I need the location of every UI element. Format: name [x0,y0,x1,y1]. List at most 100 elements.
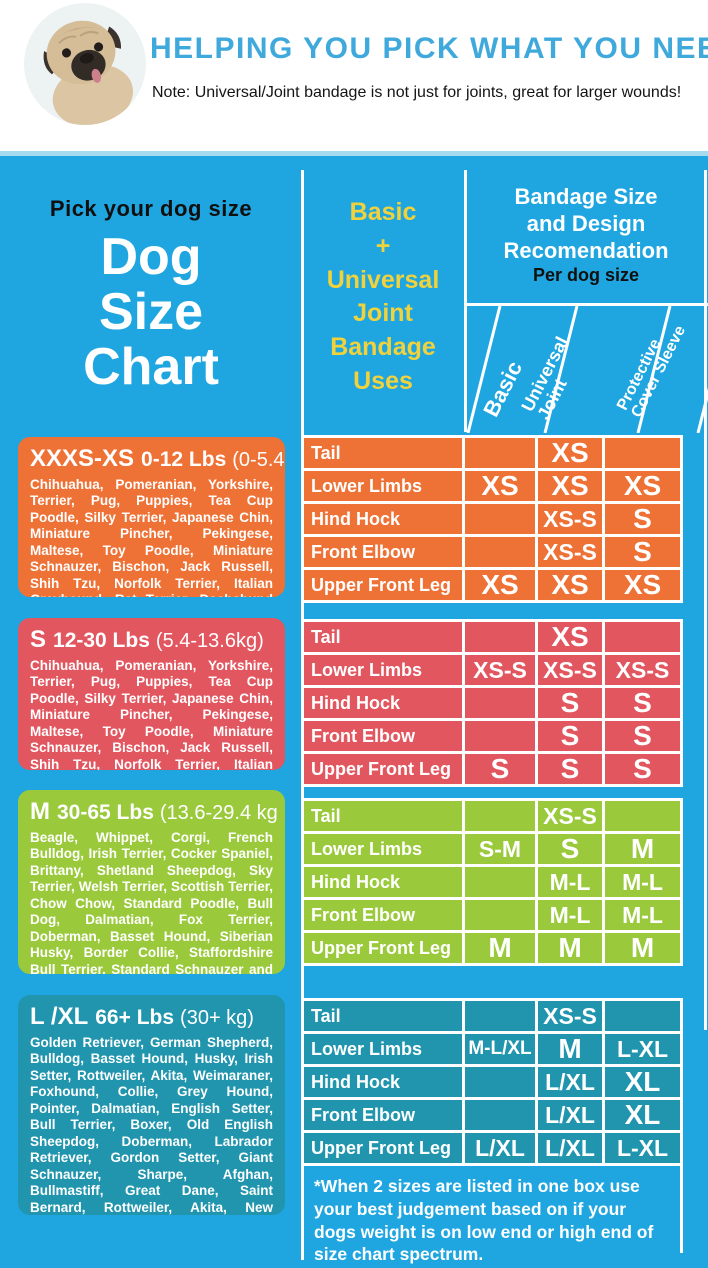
body-part-label: Hind Hock [304,688,462,718]
size-label: M [30,798,50,825]
weight-kg: (0-5.4 kg) [232,449,285,471]
size-cell-basic [465,867,535,897]
body-part-label: Tail [304,622,462,652]
body-part-label: Tail [304,1001,462,1031]
size-cell-protective-cover-sleeve: M-L [605,867,680,897]
size-cell-protective-cover-sleeve: M-L [605,900,680,930]
body-part-label: Tail [304,801,462,831]
chart-title-line: Chart [83,338,219,397]
size-cell-universal-joint: L/XL [538,1067,602,1097]
mid-header-line: Uses [353,366,413,395]
size-cell-protective-cover-sleeve [605,801,680,831]
size-box-heading: XXXS-XS 0-12 Lbs(0-5.4 kg) [30,445,285,473]
body-part-label: Front Elbow [304,900,462,930]
breed-list: Chihuahua, Pomeranian, Yorkshire, Terrie… [30,658,273,770]
size-cell-basic [465,1067,535,1097]
body-part-label: Upper Front Leg [304,570,462,600]
divider-right-edge [704,170,707,1030]
size-box-heading: M 30-65 Lbs (13.6-29.4 kg [30,798,278,826]
size-cell-basic: M-L/XL [465,1034,535,1064]
mid-header-line: Joint [353,299,413,328]
size-cell-protective-cover-sleeve: L-XL [605,1034,680,1064]
size-cell-basic: XS [465,471,535,501]
size-cell-universal-joint: S [538,688,602,718]
size-table-m: Tail XS-S Lower Limbs S-M S M Hind Hock … [301,798,683,966]
pick-dog-size-label: Pick your dog size [49,196,253,221]
mid-header-line: Bandage [330,333,436,361]
recommendation-header: Bandage Size and Design Recomendation Pe… [466,184,706,287]
per-dog-size-label: Per dog size [532,265,640,286]
recommendation-header-line: Bandage Size [514,184,658,209]
size-cell-basic [465,1100,535,1130]
size-cell-universal-joint: L/XL [538,1100,602,1130]
chart-title: Dog Size Chart [0,228,302,397]
size-cell-universal-joint: XS [538,438,602,468]
size-cell-basic [465,438,535,468]
size-cell-universal-joint: XS [538,622,602,652]
weight-lbs: 12-30 Lbs [53,629,150,652]
size-cell-basic: M [465,933,535,963]
mid-header-line: Universal [326,265,440,294]
page-title: HELPING YOU PICK WHAT YOU NEED [150,32,708,65]
size-cell-basic [465,537,535,567]
size-cell-basic [465,1001,535,1031]
size-cell-universal-joint: M [538,1034,602,1064]
breed-list: Golden Retriever, German Shepherd, Bulld… [30,1035,273,1215]
size-cell-protective-cover-sleeve: XS [605,471,680,501]
size-cell-protective-cover-sleeve [605,438,680,468]
size-cell-universal-joint: M-L [538,900,602,930]
size-cell-basic: XS [465,570,535,600]
size-cell-universal-joint: S [538,721,602,751]
size-cell-protective-cover-sleeve: XL [605,1100,680,1130]
size-cell-basic [465,622,535,652]
footnote: *When 2 sizes are listed in one box use … [301,1163,683,1264]
chart-title-line: Size [98,283,204,342]
size-table-l-xl: Tail XS-S Lower Limbs M-L/XL M L-XL Hind… [301,998,683,1166]
size-table-xxxs-xs: Tail XS Lower Limbs XS XS XS Hind Hock X… [301,435,683,603]
size-cell-protective-cover-sleeve: XS [605,570,680,600]
body-part-label: Upper Front Leg [304,754,462,784]
size-cell-basic: L/XL [465,1133,535,1163]
header-divider [0,151,708,156]
mid-header-line: + [375,231,391,260]
size-cell-basic: XS-S [465,655,535,685]
size-cell-protective-cover-sleeve: S [605,721,680,751]
size-label: S [30,626,47,653]
recommendation-header-line: and Design [526,210,646,236]
mid-header-line: Basic [349,198,417,226]
pug-photo [24,3,146,125]
size-cell-protective-cover-sleeve: M [605,933,680,963]
size-cell-protective-cover-sleeve: S [605,537,680,567]
body-part-label: Tail [304,438,462,468]
size-cell-basic [465,721,535,751]
size-box-m: M 30-65 Lbs (13.6-29.4 kg Beagle, Whippet,… [18,790,285,974]
size-label: L /XL [30,1003,89,1030]
size-cell-protective-cover-sleeve: S [605,504,680,534]
size-cell-basic [465,801,535,831]
size-cell-protective-cover-sleeve: M [605,834,680,864]
size-table-s: Tail XS Lower Limbs XS-S XS-S XS-S Hind … [301,619,683,787]
body-part-label: Hind Hock [304,1067,462,1097]
weight-lbs: 66+ Lbs [95,1006,175,1029]
size-cell-protective-cover-sleeve: S [605,688,680,718]
header-note: Note: Universal/Joint bandage is not jus… [152,84,682,101]
body-part-label: Upper Front Leg [304,933,462,963]
breed-list: Beagle, Whippet, Corgi, French Bulldog, … [30,830,273,974]
size-label: XXXS-XS [30,445,135,472]
body-part-label: Front Elbow [304,537,462,567]
breed-list: Chihuahua, Pomeranian, Yorkshire, Terrie… [30,477,273,597]
weight-kg: (13.6-29.4 kg [159,802,278,824]
size-cell-basic [465,900,535,930]
body-part-label: Front Elbow [304,1100,462,1130]
size-cell-universal-joint: XS [538,570,602,600]
body-part-label: Lower Limbs [304,834,462,864]
chart-title-line: Dog [100,228,202,286]
size-box-l-xl: L /XL 66+ Lbs (30+ kg) Golden Retriever, G… [18,995,285,1215]
divider-mid-column [464,170,467,432]
body-part-label: Front Elbow [304,721,462,751]
divider-under-right-header [464,303,708,306]
size-cell-basic: S-M [465,834,535,864]
weight-lbs: 0-12 Lbs [141,448,227,471]
size-cell-basic [465,504,535,534]
size-cell-universal-joint: L/XL [538,1133,602,1163]
